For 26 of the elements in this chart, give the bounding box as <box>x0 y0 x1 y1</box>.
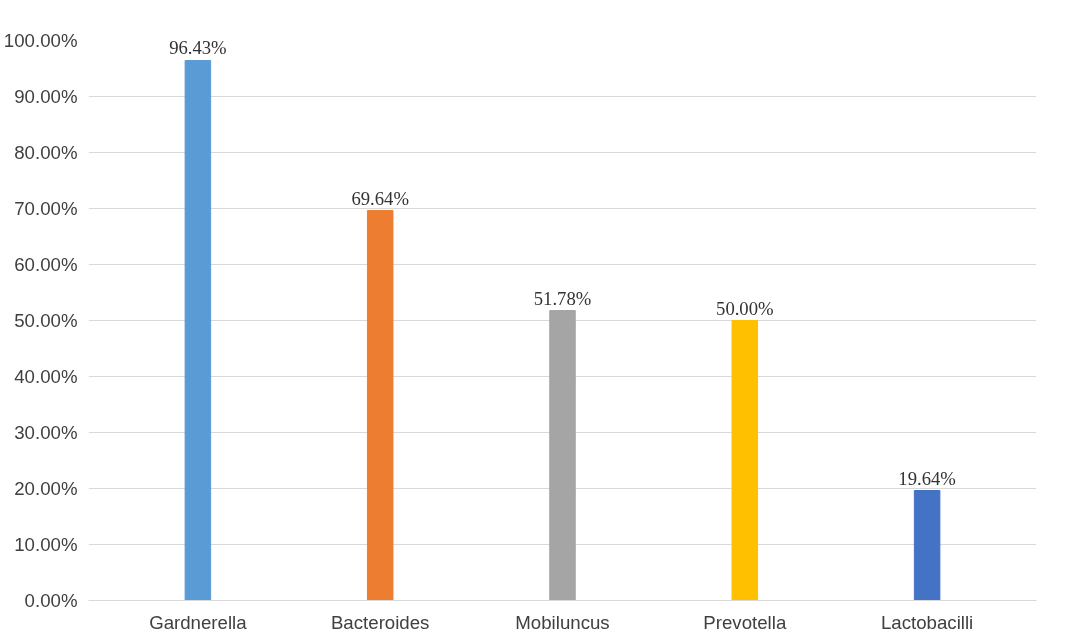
y-tick-label: 0.00% <box>24 590 78 611</box>
y-tick-label: 50.00% <box>14 310 78 331</box>
x-tick-label: Mobiluncus <box>515 611 610 633</box>
bar <box>549 310 576 601</box>
y-tick-label: 60.00% <box>14 254 78 275</box>
x-tick-label: Prevotella <box>703 611 787 633</box>
y-tick-label: 30.00% <box>14 422 78 443</box>
data-label: 69.64% <box>351 187 409 209</box>
y-tick-label: 80.00% <box>14 142 78 163</box>
bar <box>184 59 212 601</box>
bar <box>366 210 394 601</box>
y-tick-label: 90.00% <box>14 86 78 107</box>
data-label: 51.78% <box>533 287 592 309</box>
y-tick-label: 20.00% <box>14 478 78 499</box>
x-tick-label: Bacteroides <box>330 611 430 633</box>
x-tick-label: Gardnerella <box>149 611 248 633</box>
y-tick-label: 10.00% <box>14 534 78 555</box>
bar <box>913 490 941 601</box>
y-tick-label: 70.00% <box>14 198 78 219</box>
data-label: 19.64% <box>898 467 956 489</box>
data-label: 96.43% <box>169 37 227 59</box>
x-tick-label: Lactobacilli <box>880 611 974 633</box>
y-tick-label: 40.00% <box>14 366 78 387</box>
y-tick-label: 100.00% <box>3 30 78 51</box>
data-label: 50.00% <box>716 297 774 319</box>
bar <box>731 320 759 601</box>
